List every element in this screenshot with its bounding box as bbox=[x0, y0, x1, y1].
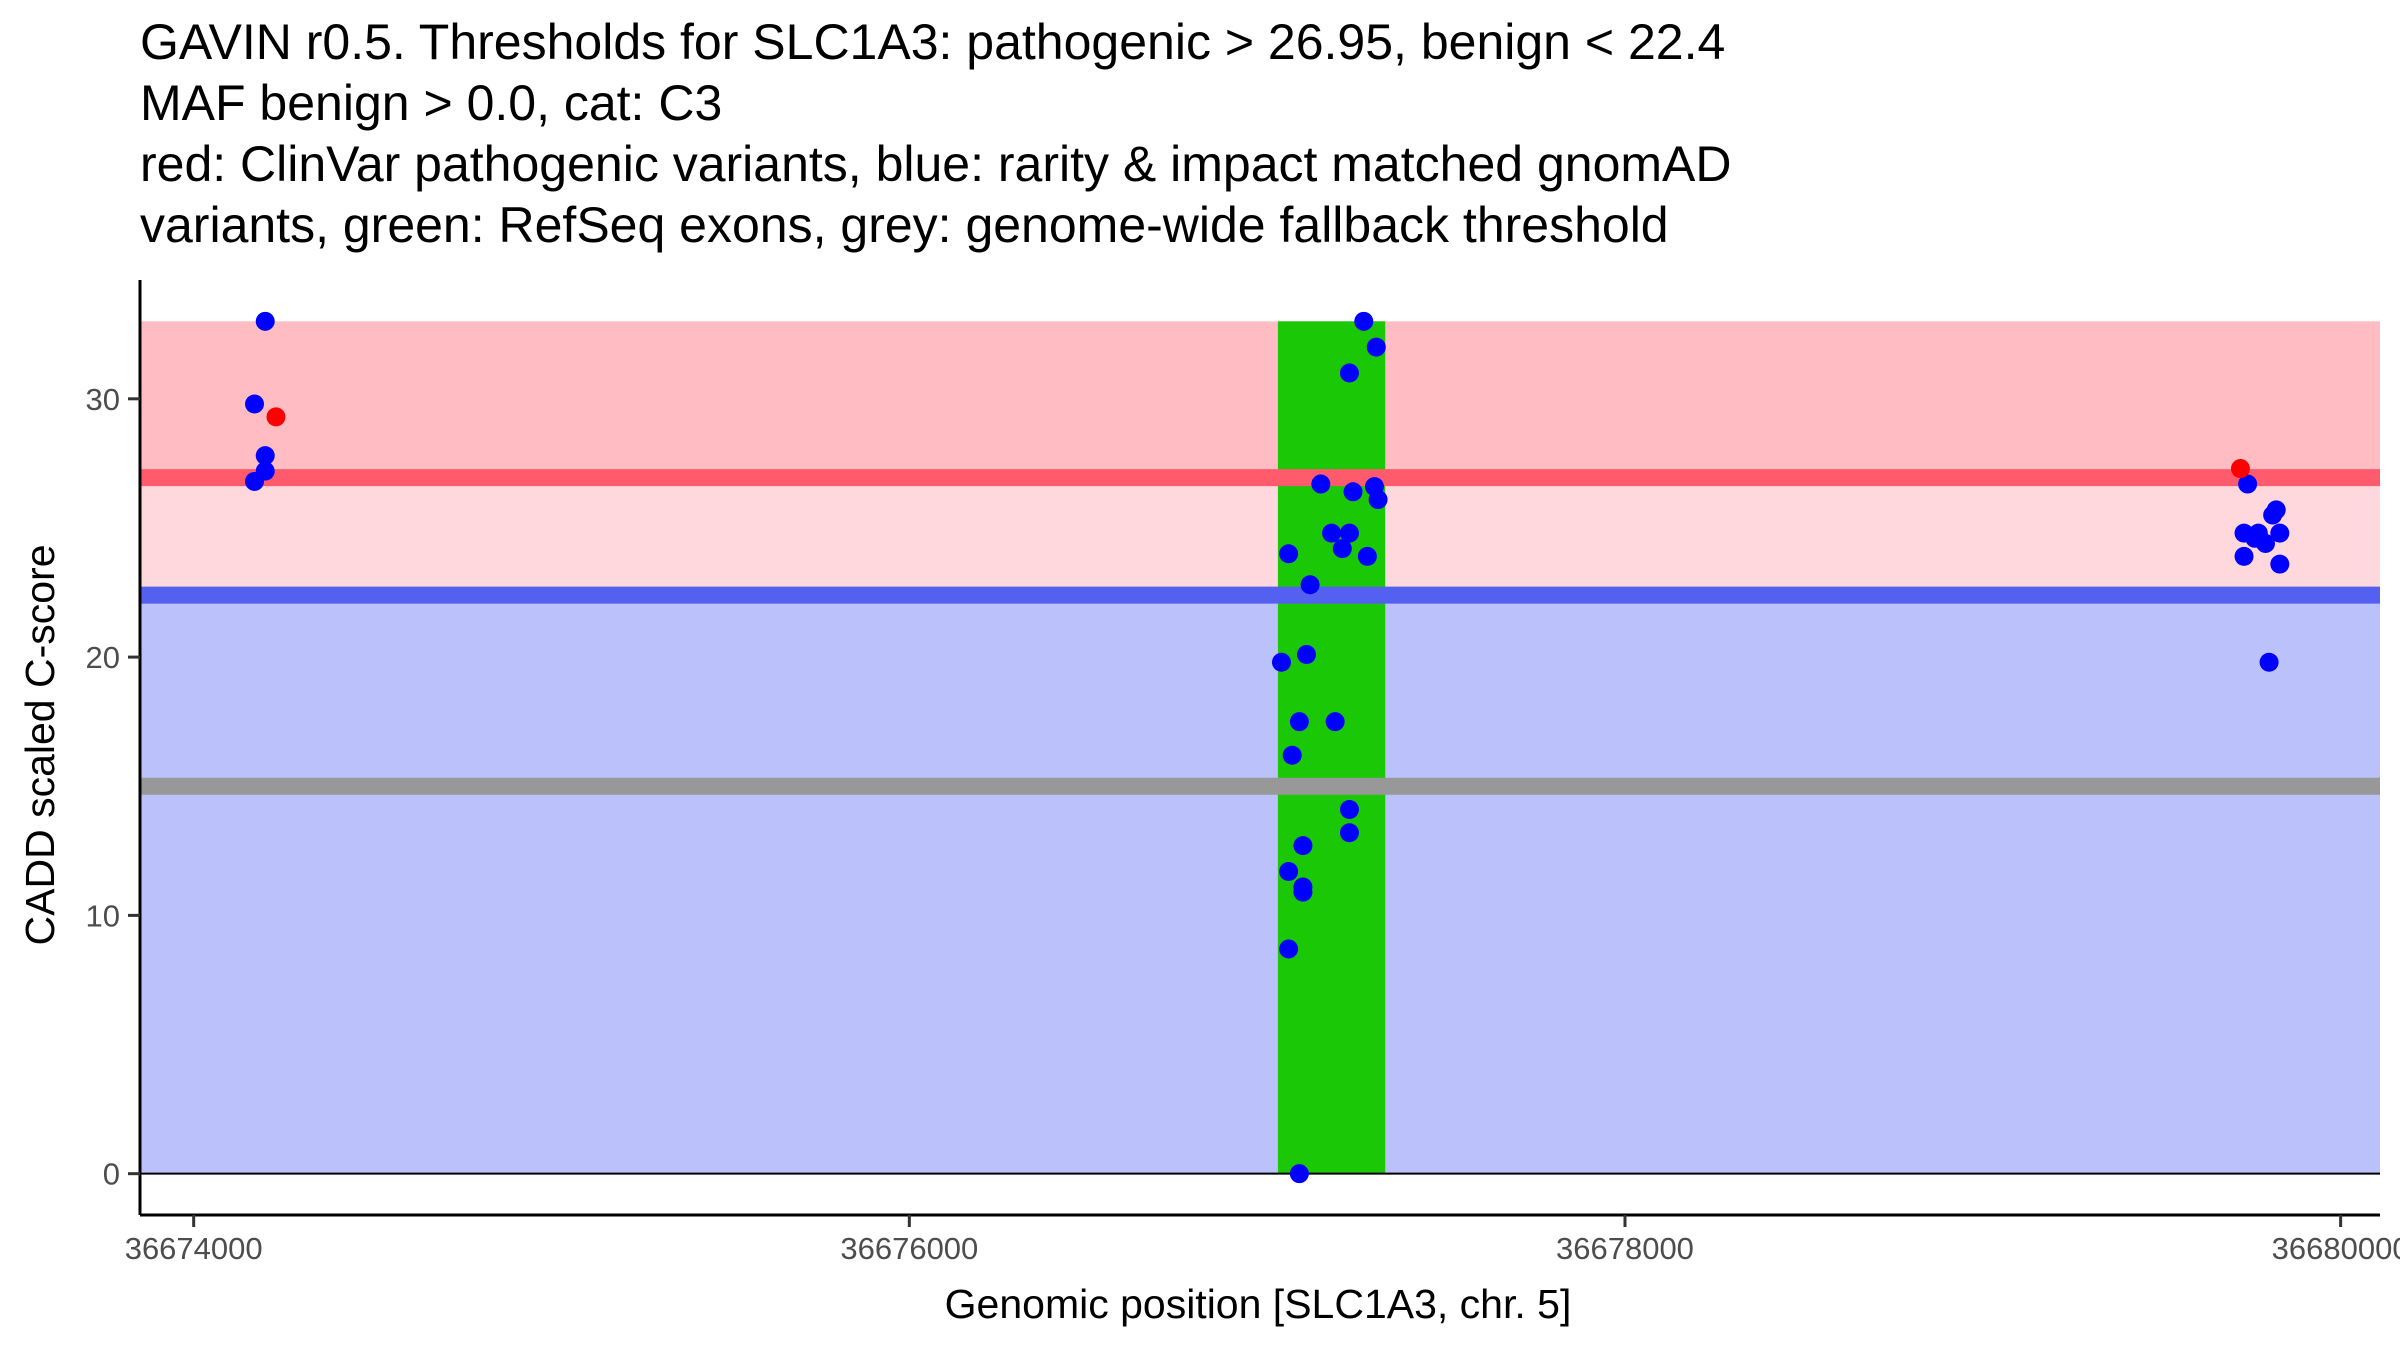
gnomad-point bbox=[2270, 523, 2290, 543]
y-tick-label: 0 bbox=[103, 1157, 120, 1192]
gnomad-point bbox=[1343, 482, 1363, 502]
gnomad-point bbox=[1357, 546, 1377, 566]
gnomad-point bbox=[1297, 645, 1317, 665]
gnomad-point bbox=[1289, 712, 1309, 732]
x-axis-title: Genomic position [SLC1A3, chr. 5] bbox=[945, 1281, 1572, 1327]
benign-zone bbox=[140, 595, 2380, 1174]
gnomad-point bbox=[1279, 544, 1299, 564]
gnomad-point bbox=[2266, 500, 2286, 520]
gnomad-point bbox=[1339, 363, 1359, 383]
clinvar-point bbox=[266, 407, 286, 427]
clinvar-point bbox=[2230, 459, 2250, 479]
gnomad-point bbox=[1339, 523, 1359, 543]
gnomad-point bbox=[1279, 861, 1299, 881]
gnomad-point bbox=[1282, 745, 1302, 765]
gnomad-point bbox=[1311, 474, 1331, 494]
chart-title: GAVIN r0.5. Thresholds for SLC1A3: patho… bbox=[140, 12, 2340, 256]
gnomad-point bbox=[255, 311, 275, 331]
x-tick-label: 36678000 bbox=[1556, 1231, 1694, 1266]
gnomad-point bbox=[1332, 539, 1352, 559]
y-tick-label: 10 bbox=[86, 898, 120, 933]
x-tick-label: 36676000 bbox=[840, 1231, 978, 1266]
threshold-bands bbox=[140, 321, 2380, 1174]
y-tick-label: 30 bbox=[86, 382, 120, 417]
gnomad-point bbox=[2270, 554, 2290, 574]
threshold-lines bbox=[140, 469, 2380, 1175]
x-tick-label: 36680000 bbox=[2272, 1231, 2400, 1266]
gnomad-point bbox=[1325, 712, 1345, 732]
pathogenic-zone-upper bbox=[140, 321, 2380, 478]
title-line-2: MAF benign > 0.0, cat: C3 bbox=[140, 75, 723, 131]
gnomad-point bbox=[245, 471, 265, 491]
variant-points bbox=[245, 311, 2290, 1184]
gnomad-point bbox=[1271, 652, 1291, 672]
x-tick-label: 36674000 bbox=[125, 1231, 263, 1266]
gnomad-point bbox=[1354, 311, 1374, 331]
title-line-4: variants, green: RefSeq exons, grey: gen… bbox=[140, 197, 1669, 253]
gnomad-point bbox=[2238, 474, 2258, 494]
y-axis-title: CADD scaled C-score bbox=[17, 545, 63, 946]
gnomad-point bbox=[1293, 836, 1313, 856]
gnomad-point bbox=[1279, 939, 1299, 959]
gnomad-point bbox=[2234, 546, 2254, 566]
title-line-3: red: ClinVar pathogenic variants, blue: … bbox=[140, 136, 1732, 192]
gnomad-point bbox=[1293, 882, 1313, 902]
gnomad-point bbox=[1322, 523, 1342, 543]
y-tick-label: 20 bbox=[86, 640, 120, 675]
gnomad-point bbox=[1368, 490, 1388, 510]
gnomad-point bbox=[1289, 1164, 1309, 1184]
gnomad-point bbox=[245, 394, 265, 414]
gnomad-point bbox=[2259, 652, 2279, 672]
gnomad-point bbox=[1339, 799, 1359, 819]
axes: 0 10 20 30 36674000 36676000 36678000 36680000 bbox=[86, 280, 2400, 1266]
gnomad-point bbox=[1300, 575, 1320, 595]
gnomad-point bbox=[255, 446, 275, 466]
title-line-1: GAVIN r0.5. Thresholds for SLC1A3: patho… bbox=[140, 14, 1726, 70]
gnomad-point bbox=[1339, 823, 1359, 843]
gnomad-point bbox=[1366, 337, 1386, 357]
gnomad-point bbox=[2255, 533, 2275, 553]
pathogenic-zone-lower bbox=[140, 477, 2380, 596]
